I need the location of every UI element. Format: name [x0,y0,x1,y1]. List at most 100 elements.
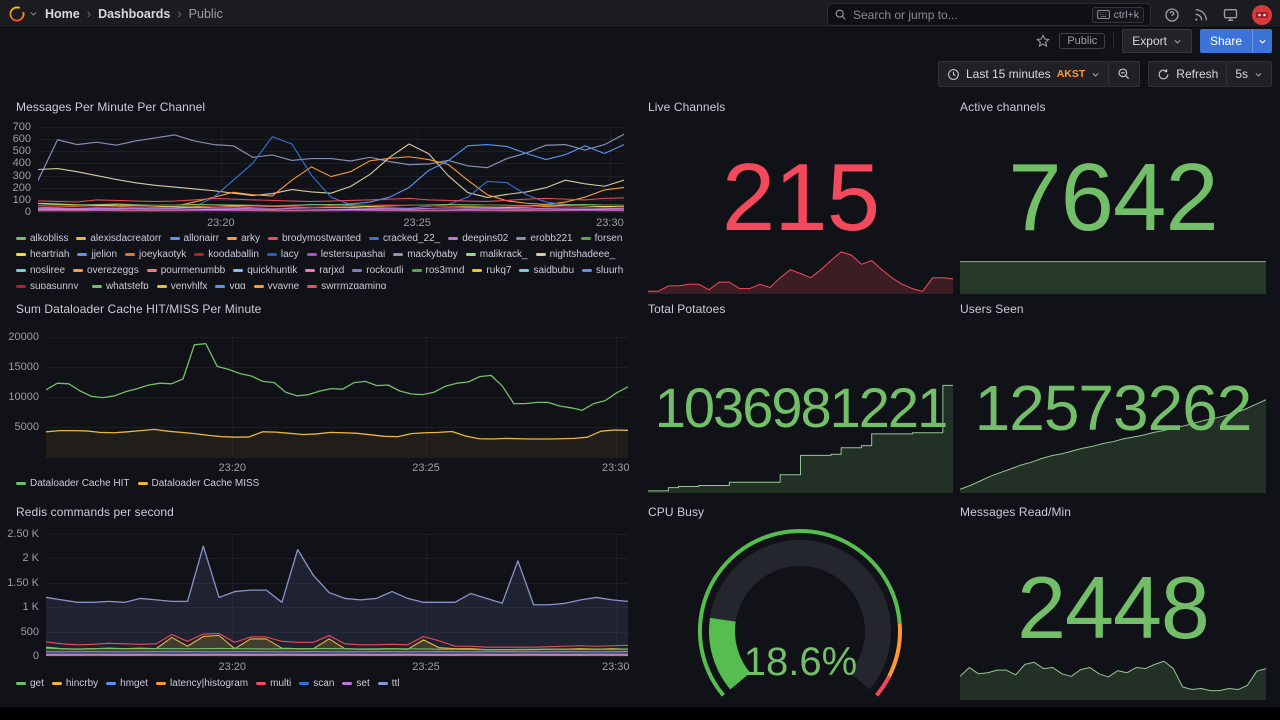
legend-label: cracked_22_ [382,233,441,244]
export-button[interactable]: Export [1122,29,1192,53]
series-line [38,198,624,202]
panel-title[interactable]: Messages Per Minute Per Channel [16,100,206,114]
legend-item[interactable]: ros3mnd [411,264,465,277]
legend-item[interactable]: sluurh [582,264,623,277]
y-axis-tick: 700 [12,121,31,133]
legend-item[interactable]: ttl [377,677,400,690]
legend-label: supasunny_ [30,281,84,289]
legend-item[interactable]: malikrack_ [465,248,528,261]
breadcrumb-separator: › [177,5,182,21]
gridline [38,199,624,201]
star-icon[interactable] [1035,33,1051,49]
legend-item[interactable]: latency|histogram [155,677,248,690]
legend-color-dash [519,269,530,272]
legend-item[interactable]: vgg [215,280,246,289]
legend-color-dash [342,682,353,685]
legend-item[interactable]: rarjxd [305,264,344,277]
legend-item[interactable]: allonairr [169,232,219,245]
series-line [38,208,624,209]
legend-item[interactable]: brodymostwanted [268,232,361,245]
messages-chart-plot[interactable]: 700 600 500 400 300 200 100 0 23:20 23:25 23:30 [13,121,624,229]
legend-item[interactable]: jjelion [77,248,117,261]
legend-item[interactable]: nosliree [16,264,65,277]
legend-item[interactable]: venyhlfx [156,280,207,289]
legend-item[interactable]: rockoutli [352,264,404,277]
legend-item[interactable]: set [342,677,370,690]
refresh-button[interactable]: Refresh [1148,61,1228,87]
legend-item[interactable]: alexisdacreatorr [76,232,162,245]
series-line [38,144,624,197]
redis-chart-plot[interactable]: 2.50 K 2 K 1.50 K 1 K 500 0 23:20 23:25 23:30 [7,528,629,673]
legend-item[interactable]: pourmenumbb [146,264,225,277]
legend-item[interactable]: forsen [580,232,622,245]
share-button-label[interactable]: Share [1199,29,1252,53]
breadcrumb-dashboards[interactable]: Dashboards [98,6,171,21]
legend-item[interactable]: alkobliss [16,232,68,245]
legend-label: rarjxd [319,265,345,276]
legend-item[interactable]: hincrby [51,677,98,690]
legend-item[interactable]: scan [299,677,334,690]
panel-title[interactable]: Users Seen [960,302,1024,316]
refresh-interval-picker[interactable]: 5s [1226,61,1272,87]
legend-item[interactable]: Dataloader Cache MISS [137,477,259,490]
legend-label: lestersupashai [320,249,386,260]
legend-item[interactable]: heartriah [16,248,69,261]
legend-item[interactable]: lacy [266,248,299,261]
legend-item[interactable]: vvayne [253,280,299,289]
panel-title[interactable]: Redis commands per second [16,505,174,519]
legend-item[interactable]: swrrmzgaming [307,280,386,289]
legend-item[interactable]: arky [227,232,260,245]
legend-item[interactable]: Dataloader Cache HIT [16,477,130,490]
panel-title[interactable]: Sum Dataloader Cache HIT/MISS Per Minute [16,302,262,316]
gridline [46,367,628,368]
help-icon[interactable] [1164,7,1180,23]
legend-item[interactable]: koodaballin [194,248,259,261]
display-icon[interactable] [1222,7,1239,23]
avatar[interactable] [1252,4,1272,25]
search-input[interactable]: Search or jump to... ctrl+k [827,3,1151,26]
time-range-picker[interactable]: Last 15 minutes AKST [937,61,1110,87]
legend-item[interactable]: multi [256,677,291,690]
legend-item[interactable]: hmget [106,677,148,690]
panel-title[interactable]: Messages Read/Min [960,505,1072,519]
legend-item[interactable]: overezeggs [73,264,139,277]
active-channels-value: 7642 [1008,144,1219,251]
breadcrumb-current: Public [188,6,223,21]
news-rss-icon[interactable] [1193,7,1209,23]
x-axis-tick: 23:20 [218,462,246,474]
legend-item[interactable]: erobb221 [516,232,573,245]
breadcrumb-home[interactable]: Home [45,6,80,21]
legend-item[interactable]: deepins02 [448,232,508,245]
legend-item[interactable]: whatstefp [91,280,149,289]
legend-label: ros3mnd [425,265,465,276]
panel-title[interactable]: Live Channels [648,100,726,114]
legend-item[interactable]: saidbubu [519,264,574,277]
x-axis-tick: 23:20 [218,661,246,673]
legend-label: vgg [229,281,246,289]
legend-item[interactable]: get [16,677,44,690]
legend-color-dash [91,285,102,288]
legend-color-dash [299,682,310,685]
zoom-out-time-button[interactable] [1108,61,1141,87]
grafana-logo[interactable] [8,5,38,23]
panel-title[interactable]: CPU Busy [648,505,705,519]
dataloader-chart-plot[interactable]: 20000 15000 10000 5000 23:20 23:25 23:30 [8,331,629,474]
legend-item[interactable]: joeykaotyk [125,248,186,261]
legend-item[interactable]: mackybaby [393,248,458,261]
y-axis-tick: 2.50 K [7,528,39,540]
legend-item[interactable]: quickhuntik [233,264,297,277]
legend-item[interactable]: supasunny_ [16,280,84,289]
share-button[interactable]: Share [1199,29,1272,53]
legend-item[interactable]: cracked_22_ [368,232,441,245]
panel-title[interactable]: Active channels [960,100,1046,114]
chevron-down-icon [29,9,38,18]
legend-item[interactable]: nightshadeee_ [535,248,615,261]
legend-item[interactable]: rukq7 [472,264,511,277]
legend-color-dash [368,237,379,240]
legend-item[interactable]: lestersupashai [306,248,386,261]
dashboard-tag-public[interactable]: Public [1059,33,1106,49]
panel-title[interactable]: Total Potatoes [648,302,726,316]
share-dropdown-button[interactable] [1252,29,1272,53]
chart-canvas [46,337,628,457]
legend-color-dash [465,253,476,256]
